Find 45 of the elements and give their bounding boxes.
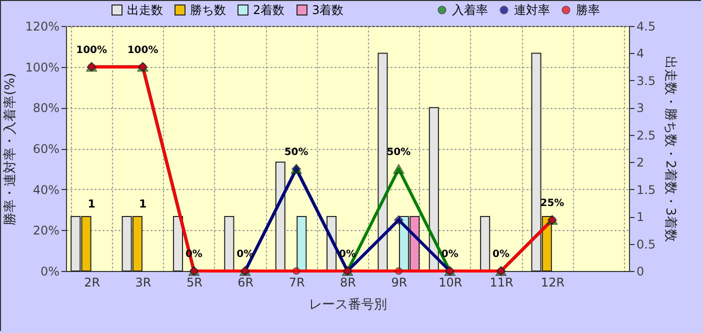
y-axis-title: 勝率・連対率・入着率(%): [2, 72, 18, 226]
x-tick-label: 9R: [391, 276, 408, 290]
legend-label: 勝ち数: [190, 3, 226, 17]
legend-label: 2着数: [253, 3, 285, 17]
y2-tick-label: 4: [636, 46, 644, 61]
x-tick-label: 7R: [288, 276, 305, 290]
y2-tick-label: 3.5: [636, 74, 656, 88]
y-tick-label: 100%: [25, 60, 60, 74]
x-tick-label: 11R: [490, 276, 514, 290]
data-label: 0%: [492, 249, 510, 260]
y2-tick-label: 2: [636, 156, 644, 170]
legend-label: 入着率: [452, 3, 488, 17]
y-tick-label: 120%: [25, 20, 60, 34]
y-tick-label: 0%: [40, 264, 60, 278]
data-label: 50%: [284, 146, 308, 158]
y-tick-label: 60%: [32, 142, 60, 156]
x-tick-label: 6R: [238, 276, 254, 290]
legend-label: 出走数: [127, 3, 163, 17]
y-tick-label: 20%: [32, 224, 60, 238]
y2-tick-label: 1: [636, 210, 644, 224]
legend-label: 3着数: [312, 3, 344, 17]
data-label: 100%: [127, 44, 158, 56]
x-axis-title: レース番号別: [309, 298, 387, 312]
y2-tick-label: 1.5: [636, 182, 656, 197]
y-tick-label: 40%: [32, 182, 60, 197]
legend-label: 連対率: [514, 3, 550, 17]
y2-axis-title: 出走数・勝ち数・2着数・3着数: [662, 56, 679, 242]
data-label: 1: [88, 198, 96, 211]
x-tick-label: 12R: [540, 276, 565, 290]
x-tick-label: 8R: [340, 276, 356, 290]
y-tick-label: 80%: [32, 101, 60, 116]
y2-tick-label: 0: [636, 264, 644, 278]
data-label: 25%: [540, 198, 564, 209]
data-label: 100%: [76, 44, 108, 56]
x-tick-label: 3R: [135, 276, 152, 290]
x-tick-label: 10R: [438, 276, 462, 290]
y2-tick-label: 3: [636, 101, 644, 116]
legend-label: 勝率: [576, 3, 600, 17]
y2-tick-label: 2.5: [636, 128, 656, 142]
x-tick-label: 2R: [84, 276, 100, 290]
data-label: 1: [138, 198, 147, 211]
y2-tick-label: 4.5: [636, 20, 656, 34]
data-label: 50%: [386, 146, 411, 158]
x-tick-label: 5R: [186, 276, 202, 290]
y2-tick-label: 0.5: [636, 237, 656, 252]
